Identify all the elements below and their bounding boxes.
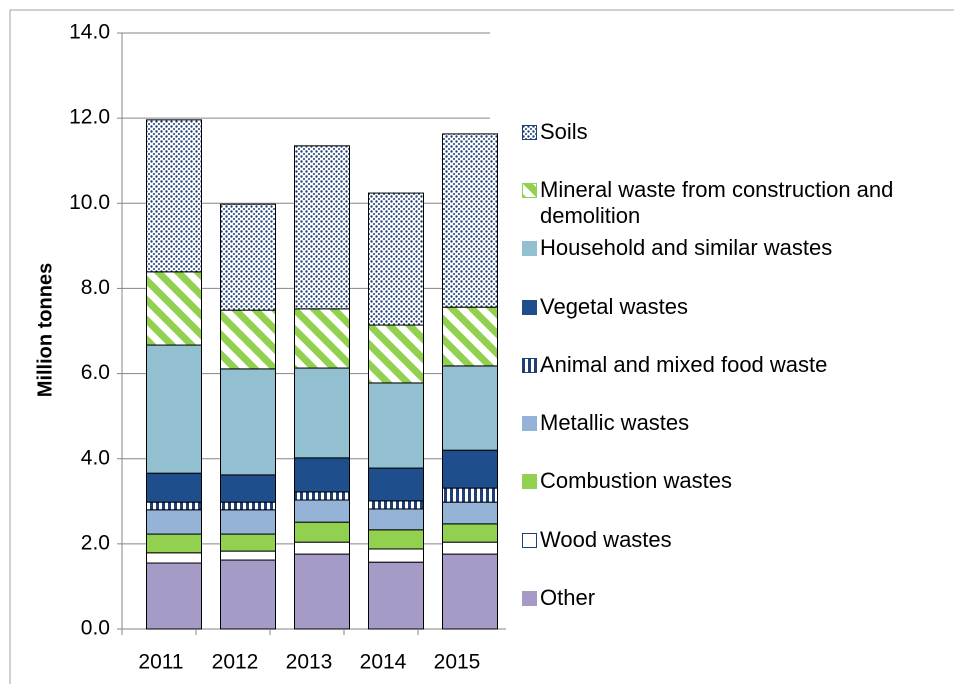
bar-segment [220, 509, 276, 535]
x-tick-label: 2011 [138, 651, 183, 674]
bar-segment [442, 501, 498, 525]
x-tick-label: 2012 [212, 651, 259, 674]
bar-segment [368, 192, 424, 326]
y-tick-label: 2.0 [81, 531, 110, 554]
x-tick-label: 2013 [286, 651, 333, 674]
bar-segment [146, 271, 202, 346]
bar-segment [220, 474, 276, 503]
bar-segment [442, 449, 498, 489]
bar-segment [294, 499, 350, 523]
bar-segment [368, 508, 424, 531]
bar-segment [294, 541, 350, 555]
bar-segment [146, 344, 202, 474]
x-tick-label: 2015 [434, 651, 481, 674]
bar-segment [146, 501, 202, 511]
bar-segment [368, 561, 424, 630]
bar-segment [220, 559, 276, 630]
frame [9, 9, 954, 689]
bar-segment [146, 472, 202, 503]
y-axis-label: Million tonnes [34, 263, 56, 397]
bar-segment [368, 467, 424, 502]
bar-segment [220, 203, 276, 311]
bar-segment [368, 324, 424, 384]
bar-segment [294, 553, 350, 630]
bar-segment [368, 548, 424, 563]
bar-segment [442, 541, 498, 555]
bar-segment [442, 487, 498, 503]
bar-segment [294, 457, 350, 493]
bar-segment [442, 133, 498, 308]
y-tick-label: 10.0 [69, 191, 110, 214]
bar-segment [368, 382, 424, 469]
y-tick-label: 4.0 [81, 446, 110, 469]
bar-segment [146, 562, 202, 630]
bar-segment [294, 521, 350, 543]
bar-segment [368, 500, 424, 510]
bar-segment [442, 365, 498, 451]
bar-segment [220, 368, 276, 476]
bar-segment [368, 529, 424, 550]
bar-segment [442, 306, 498, 367]
y-tick-label: 8.0 [81, 276, 110, 299]
bar-segment [146, 119, 202, 273]
y-tick-label: 0.0 [81, 617, 110, 640]
bar-segment [294, 491, 350, 501]
bar-segment [442, 523, 498, 543]
bar-segment [146, 533, 202, 554]
bar-segment [294, 367, 350, 459]
y-tick-label: 6.0 [81, 361, 110, 384]
bar-segment [220, 501, 276, 511]
bar-segment [442, 553, 498, 630]
bar-segment [294, 145, 350, 310]
bar-segment [294, 308, 350, 369]
bar-segment [220, 309, 276, 370]
x-tick-label: 2014 [360, 651, 407, 674]
bar-segment [146, 552, 202, 564]
bar-segment [146, 509, 202, 535]
y-tick-label: 12.0 [69, 106, 110, 129]
bar-segment [220, 533, 276, 552]
y-tick-label: 14.0 [69, 21, 110, 44]
bar-segment [220, 550, 276, 561]
